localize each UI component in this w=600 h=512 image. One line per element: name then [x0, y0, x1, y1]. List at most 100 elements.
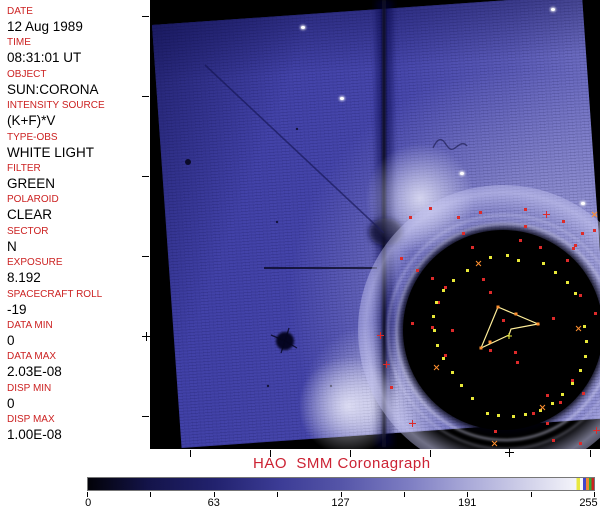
metadata-field: DISP MAX 1.00E-08 [7, 414, 150, 445]
red-marker-dot [462, 232, 465, 235]
metadata-label: DATE [7, 6, 33, 17]
left-axis-tick [142, 256, 149, 257]
red-marker-dot [482, 278, 485, 281]
bottom-axis-tick [350, 450, 351, 457]
red-marker-dot [431, 326, 434, 329]
metadata-field: SECTOR N [7, 226, 150, 257]
red-marker-dot [574, 244, 577, 247]
yellow-marker-dot [442, 289, 445, 292]
yellow-marker-dot [517, 259, 520, 262]
star-point [460, 172, 464, 175]
red-plus-marker [409, 420, 416, 427]
yellow-marker-dot [583, 325, 586, 328]
metadata-label: OBJECT [7, 68, 47, 80]
colorbar-gradient [87, 477, 595, 491]
bottom-axis-tick [190, 450, 191, 457]
red-marker-dot [514, 351, 517, 354]
red-marker-dot [429, 207, 432, 210]
left-axis-tick [142, 416, 149, 417]
metadata-field: DISP MIN 0 [7, 383, 150, 414]
metadata-label: DISP MIN [7, 382, 52, 394]
red-marker-dot [582, 392, 585, 395]
image-caption: HAO SMM Coronagraph [253, 455, 431, 472]
metadata-field: DATA MAX 2.03E-08 [7, 351, 150, 382]
metadata-field: TIME 08:31:01 UT [7, 37, 150, 68]
red-marker-dot [390, 386, 393, 389]
yellow-marker-dot [489, 256, 492, 259]
metadata-field: TYPE-OBS WHITE LIGHT [7, 132, 150, 163]
yellow-marker-dot [486, 412, 489, 415]
metadata-value: 08:31:01 UT [7, 50, 82, 66]
metadata-label: DISP MAX [7, 414, 55, 426]
colorbar-tick [87, 492, 88, 497]
metadata-field: SPACECRAFT ROLL -19 [7, 289, 150, 320]
metadata-value: N [7, 238, 17, 254]
yellow-marker-dot [561, 393, 564, 396]
viewer-area [150, 0, 600, 449]
yellow-marker-dot [584, 355, 587, 358]
red-marker-dot [471, 246, 474, 249]
metadata-field: DATE 12 Aug 1989 [7, 6, 150, 37]
metadata-field: INTENSITY SOURCE (K+F)*V [7, 100, 150, 131]
red-marker-dot [524, 225, 527, 228]
yellow-marker-dot [436, 344, 439, 347]
yellow-marker-dot [435, 301, 438, 304]
metadata-value: CLEAR [7, 207, 53, 223]
yellow-marker-dot [585, 340, 588, 343]
yellow-marker-dot [506, 254, 509, 257]
red-marker-dot [579, 442, 582, 445]
red-marker-dot [437, 301, 440, 304]
colorbar-tick [150, 492, 152, 497]
red-marker-dot [559, 401, 562, 404]
red-marker-dot [457, 216, 460, 219]
metadata-value: 0 [7, 332, 15, 348]
yellow-marker-dot [566, 281, 569, 284]
polygon-overlay [479, 305, 541, 350]
red-marker-dot [400, 257, 403, 260]
red-marker-dot [489, 291, 492, 294]
metadata-label: SECTOR [7, 225, 49, 237]
metadata-label: EXPOSURE [7, 257, 63, 269]
red-marker-dot [546, 394, 549, 397]
yellow-marker-dot [554, 271, 557, 274]
metadata-sidebar: DATE 12 Aug 1989 TIME 08:31:01 UT OBJECT SUN:… [0, 0, 150, 455]
yellow-marker-dot [433, 329, 436, 332]
yellow-marker-dot [571, 382, 574, 385]
red-marker-dot [502, 319, 505, 322]
colorbar-tick [594, 492, 595, 497]
metadata-label: SPACECRAFT ROLL [7, 288, 103, 300]
yellow-marker-dot [524, 413, 527, 416]
metadata-label: POLAROID [7, 194, 59, 206]
star-point [301, 26, 305, 29]
star-point [551, 8, 555, 11]
metadata-value: WHITE LIGHT [7, 144, 94, 160]
metadata-field: FILTER GREEN [7, 163, 150, 194]
bottom-axis-tick [590, 450, 591, 457]
red-marker-dot [516, 361, 519, 364]
red-marker-dot [579, 294, 582, 297]
red-marker-dot [532, 412, 535, 415]
yellow-marker-dot [466, 269, 469, 272]
colorbar-tick-label: 0 [85, 497, 92, 509]
colorbar-tick-label: 255 [579, 497, 598, 509]
red-marker-dot [411, 322, 414, 325]
metadata-value: GREEN [7, 175, 56, 191]
red-marker-dot [546, 422, 549, 425]
red-marker-dot [539, 246, 542, 249]
colorbar-tick [530, 492, 532, 497]
red-marker-dot [566, 259, 569, 262]
red-marker-dot [431, 277, 434, 280]
star-point [581, 202, 585, 205]
yellow-marker-dot [574, 292, 577, 295]
bottom-axis-tick [270, 450, 271, 457]
red-marker-dot [593, 229, 596, 232]
metadata-value: -19 [7, 301, 27, 317]
metadata-value: 2.03E-08 [7, 364, 62, 380]
colorbar-tick [403, 492, 405, 497]
red-marker-dot [494, 430, 497, 433]
metadata-label: DATA MAX [7, 351, 57, 363]
yellow-marker-dot [460, 384, 463, 387]
metadata-field: OBJECT SUN:CORONA [7, 69, 150, 100]
metadata-value: (K+F)*V [7, 113, 56, 129]
metadata-field: POLAROID CLEAR [7, 194, 150, 225]
